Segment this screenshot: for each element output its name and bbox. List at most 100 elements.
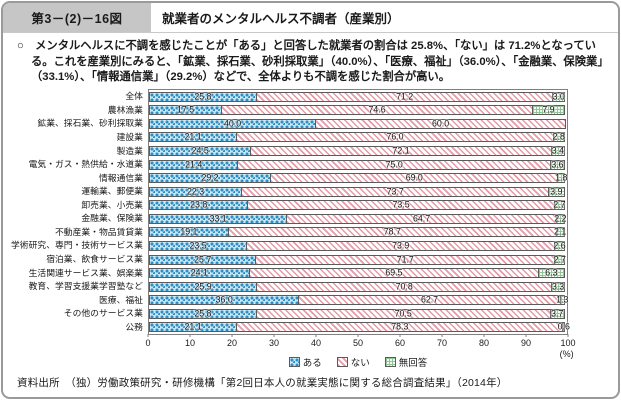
x-tick-label: 20 [226, 338, 238, 348]
bar-segment-ある: 24.1 [148, 267, 250, 279]
value-label: 2.7 [553, 254, 566, 265]
bar-segment-ある: 19.1 [148, 227, 229, 238]
bar-segment-ない: 71.7 [255, 254, 556, 265]
category-label: 建設業 [116, 131, 143, 142]
bar-row: 21.1 76.0 2.8 [148, 131, 567, 145]
category-label: 製造業 [116, 145, 143, 156]
category-label: 電気・ガス・熱供給・水道業 [28, 159, 143, 170]
chart-legend: ある ない 無回答 [148, 355, 568, 369]
legend-swatch-ない [336, 357, 348, 367]
value-label: 23.5 [189, 240, 207, 251]
category-label: 運輸業、郵便業 [81, 186, 143, 197]
figure-header: 第3－(2)－16図 就業者のメンタルヘルス不調者（産業別） [3, 3, 618, 33]
bar-row: 25.9 70.8 3.3 [148, 280, 567, 294]
value-label: 75.0 [385, 159, 403, 170]
bar-segment-無回答: 3.3 [551, 281, 565, 292]
value-label: 25.9 [194, 281, 212, 292]
bar-segment-ある: 21.1 [148, 321, 238, 333]
value-label: 72.1 [392, 145, 410, 156]
bar-segment-無回答: 3.7 [549, 308, 565, 319]
bar-segment-ない: 78.7 [227, 227, 557, 238]
summary-paragraph: ○ メンタルヘルスに不調を感じたことが「ある」と回答した就業者の割合は 25.8… [17, 40, 609, 84]
category-label: 不動産業・物品賃貸業 [54, 226, 143, 237]
bar-segment-ない: 78.3 [236, 321, 564, 333]
stacked-bar: 25.8 71.2 3.0 [148, 91, 567, 102]
stacked-bar: 25.9 70.8 3.3 [148, 281, 567, 292]
bar-segment-無回答: 3.0 [552, 91, 565, 102]
bar-row: 24.5 72.1 3.4 [148, 144, 567, 158]
value-label: 2.7 [553, 199, 566, 210]
bar-segment-ある: 29.2 [148, 173, 272, 184]
stacked-bar: 29.2 69.0 1.8 [148, 172, 568, 184]
bar-segment-ない: 69.0 [270, 172, 559, 184]
value-label: 19.1 [180, 227, 198, 238]
value-label: 62.7 [420, 294, 439, 305]
bar-segment-ない: 62.7 [298, 294, 561, 306]
bar-segment-ない: 71.2 [255, 91, 554, 102]
category-label: 全体 [125, 91, 143, 102]
stacked-bar: 23.8 73.5 2.7 [148, 199, 567, 211]
category-label: 情報通信業 [98, 172, 143, 183]
figure-number: 第3－(2)－16図 [3, 3, 151, 32]
bar-segment-ある: 17.5 [148, 104, 223, 116]
legend-item: 無回答 [384, 355, 428, 369]
bar-segment-ある: 25.8 [148, 91, 257, 102]
stacked-bar: 19.1 78.7 2.1 [148, 227, 567, 238]
value-label: 3.4 [551, 145, 564, 156]
bar-segment-ない: 75.0 [237, 159, 551, 170]
category-label: 農林漁業 [107, 104, 143, 115]
bar-row: 25.8 71.2 3.0 [148, 90, 567, 104]
bar-segment-ない: 60.0 [315, 118, 566, 129]
value-label: 64.7 [412, 213, 431, 224]
value-label: 71.2 [396, 91, 414, 102]
bar-segment-ある: 25.8 [148, 308, 257, 319]
bar-segment-ある: 36.0 [148, 295, 300, 306]
stacked-bar: 17.5 74.6 7.9 [148, 104, 567, 116]
category-label: 金融業、保険業 [81, 213, 143, 224]
value-label: 73.9 [392, 240, 410, 251]
x-tick-label: 50 [352, 338, 364, 348]
x-tick-label: 100 [560, 338, 576, 348]
x-axis: (%) 0 10 20 30 40 50 60 70 80 90 100 [145, 334, 576, 360]
x-tick-mark [483, 334, 485, 337]
value-label: 24.1 [190, 267, 208, 278]
category-label: 学術研究、専門・技術サービス業 [11, 240, 143, 251]
x-tick-mark [567, 334, 569, 337]
bar-segment-無回答: 3.6 [549, 159, 565, 170]
bar-segment-ない: 64.7 [286, 213, 557, 224]
value-label: 2.2 [554, 213, 567, 224]
legend-item: ない [336, 355, 370, 369]
value-label: 17.5 [176, 104, 195, 115]
value-label: 69.0 [405, 172, 423, 183]
x-tick-mark [231, 334, 233, 337]
value-label: 78.3 [391, 321, 409, 332]
stacked-bar: 23.5 73.9 2.6 [148, 240, 567, 251]
bar-segment-ない: 74.6 [221, 105, 533, 116]
legend-label: 無回答 [398, 358, 428, 369]
bar-segment-無回答: 2.2 [554, 213, 567, 224]
value-label: 60.0 [432, 118, 450, 129]
x-tick-mark [357, 334, 359, 337]
bar-row: 19.1 78.7 2.1 [148, 226, 567, 240]
stacked-bar: 21.4 75.0 3.6 [148, 159, 567, 170]
bar-segment-ない: 70.8 [256, 281, 553, 292]
bar-segment-ない: 76.0 [236, 132, 554, 143]
value-label: 25.7 [194, 254, 212, 265]
value-label: 21.1 [184, 321, 202, 332]
bar-segment-無回答: 1.8 [555, 172, 568, 184]
legend-label: ない [350, 358, 370, 369]
value-label: 69.5 [385, 267, 403, 278]
bar-row: 23.5 73.9 2.6 [148, 239, 567, 253]
stacked-bar: 40.0 60.0 [148, 118, 567, 129]
stacked-bar: 36.0 62.7 1.3 [148, 294, 568, 306]
value-label: 6.3 [545, 267, 558, 278]
bar-segment-ある: 24.5 [148, 146, 252, 157]
value-label: 1.8 [555, 172, 568, 183]
bar-segment-ある: 21.4 [148, 159, 239, 170]
bar-segment-ない: 73.9 [246, 240, 556, 251]
category-label: 卸売業、小売業 [81, 199, 143, 210]
value-label: 23.8 [190, 199, 208, 210]
stacked-bar: 22.3 73.7 3.9 [148, 186, 567, 197]
source-note: 資料出所 （独）労働政策研究・研修機構「第2回日本人の就業実態に関する総合調査結… [17, 377, 508, 389]
